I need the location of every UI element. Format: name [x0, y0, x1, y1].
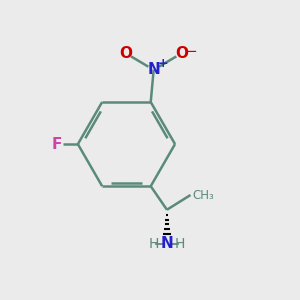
Text: N: N [147, 62, 160, 77]
Text: +: + [158, 57, 168, 70]
Text: −: − [185, 44, 197, 59]
Text: N: N [160, 236, 173, 251]
Text: H: H [148, 237, 159, 250]
Text: F: F [52, 136, 62, 152]
Text: O: O [175, 46, 188, 61]
Text: CH₃: CH₃ [193, 188, 214, 202]
Text: H: H [175, 237, 185, 250]
Text: O: O [119, 46, 132, 61]
